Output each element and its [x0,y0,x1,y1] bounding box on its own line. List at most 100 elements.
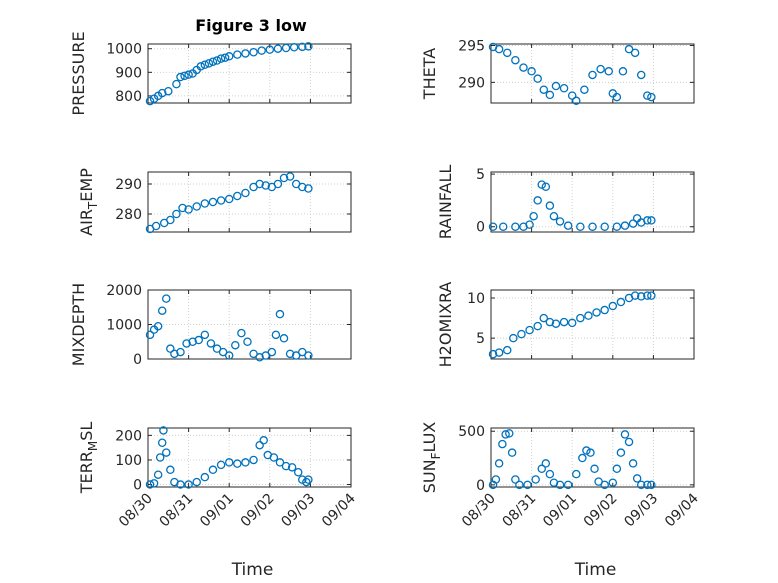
data-point [567,91,577,100]
data-point [237,328,246,338]
data-point [157,306,167,315]
panel-terr_msl: 0 100 200 TERRMSL 08/30 08/31 09/01 09/02 09/03 0… [77,422,359,580]
data-point [586,448,595,457]
data-point [519,63,528,72]
axes-box [490,171,695,233]
data-point [511,222,520,231]
data-point [178,203,187,213]
data-point [224,194,234,204]
data-point [488,349,498,359]
y-tick-label: 1000 [106,42,142,58]
axes-box [490,43,695,104]
data-point [608,301,618,311]
data-point [549,211,559,221]
data-point [298,347,307,357]
data-point [541,182,551,191]
data-point [600,480,609,490]
data-point [647,291,656,300]
data-point [527,67,536,76]
data-point [588,222,597,231]
data-point [241,188,250,198]
data-point [567,318,577,328]
data-point [563,480,573,490]
data-point [304,351,313,360]
data-point [145,480,155,489]
data-point [632,474,642,483]
data-point [184,205,193,214]
data-point [604,67,613,76]
data-point [563,221,573,230]
data-point [261,181,270,190]
data-point [616,448,626,457]
data-point [302,477,311,487]
data-point [188,337,197,346]
x-tick-label: 08/30 [459,491,499,531]
data-point [151,221,161,231]
data-point [517,329,526,339]
data-point [170,349,179,359]
data-point [267,347,277,357]
data-point [172,209,181,219]
y-tick-label: 0 [133,478,142,494]
data-point [511,475,520,484]
data-point [608,478,618,487]
data-point [636,480,646,490]
data-point [176,480,185,489]
data-point [523,480,532,490]
data-point [551,81,561,91]
y-tick-label: 5 [476,331,485,347]
y-axis-label: SUNFLUX [420,422,443,494]
data-point [153,470,163,479]
data-point [533,74,542,83]
data-point [545,201,555,210]
data-point [162,448,171,457]
figure-title: Figure 3 low [195,16,307,35]
panel-air_temp: 280 290 AIRTEMP [77,168,352,236]
data-point [243,337,252,346]
x-tick-label: 09/02 [238,491,278,531]
data-point [289,43,299,52]
data-point [279,334,289,343]
data-point [200,472,210,482]
data-point [208,57,218,66]
data-point [265,45,275,54]
y-tick-label: 295 [458,38,485,54]
data-point [166,465,175,475]
data-point [275,309,285,319]
data-point [273,44,283,53]
x-tick-label: 08/31 [157,491,197,531]
data-point [192,477,201,487]
data-point [494,459,504,468]
data-point [643,91,652,100]
data-point [643,216,652,225]
data-point [501,430,510,439]
data-point [596,64,605,74]
data-point [647,216,656,225]
data-point [612,92,622,102]
data-point [261,351,270,360]
data-point [494,44,504,54]
x-tick-label: 09/03 [278,491,318,531]
y-axis-label-subscript: T [86,201,100,210]
data-point [502,345,512,355]
data-point [600,222,609,231]
data-point [488,222,498,231]
data-point [155,453,165,462]
data-point [204,59,214,68]
y-tick-label: 5 [476,167,485,183]
data-point [166,215,175,225]
data-point [590,464,599,474]
data-point [551,319,561,328]
x-tick-label: 09/01 [197,491,237,531]
data-point [269,453,279,462]
data-point [584,311,593,320]
data-point [304,184,313,193]
axes-box [490,427,695,488]
data-point [616,297,626,307]
y-tick-label: 2000 [106,283,142,299]
data-point [643,480,652,490]
data-point [273,179,283,189]
axes-box [147,427,352,488]
data-point [285,172,295,181]
data-point [182,339,191,348]
